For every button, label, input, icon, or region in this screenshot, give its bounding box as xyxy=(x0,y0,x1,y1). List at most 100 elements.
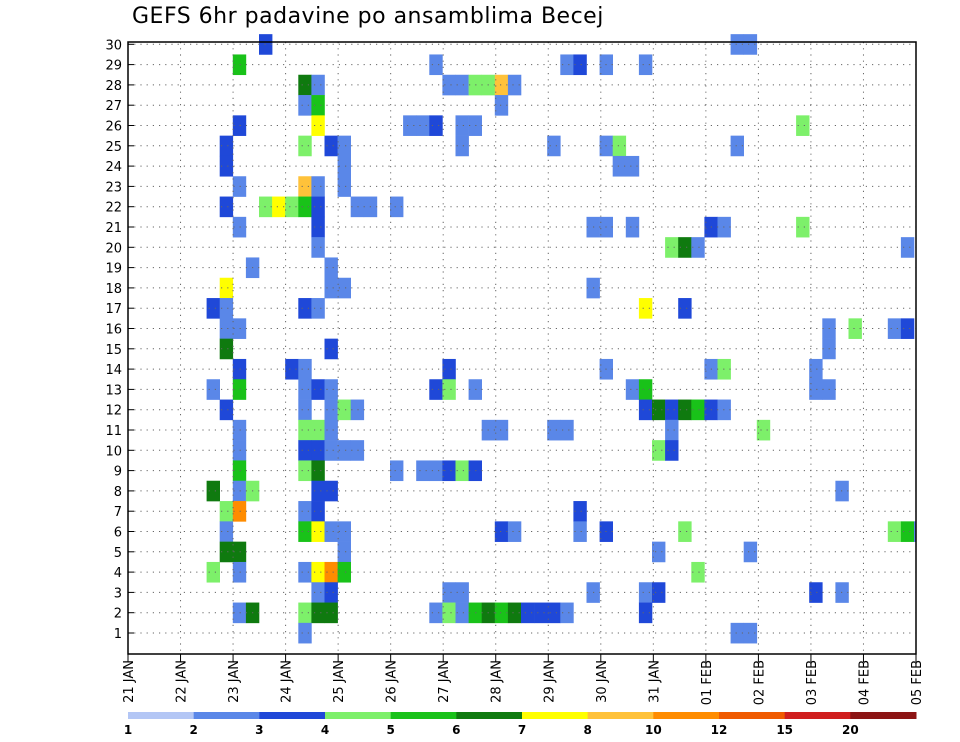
precip-cell xyxy=(206,298,220,319)
legend-label: 3 xyxy=(255,723,263,737)
precip-cell xyxy=(429,602,443,624)
precip-cell xyxy=(311,419,325,441)
precip-cell xyxy=(638,298,653,319)
legend-label: 5 xyxy=(386,723,394,737)
precip-cell xyxy=(638,399,653,421)
precip-cell xyxy=(298,379,312,400)
precip-cell xyxy=(219,541,234,563)
y-tick-label: 23 xyxy=(105,180,122,195)
precip-cell xyxy=(337,561,351,583)
precip-cell xyxy=(232,115,247,136)
legend-swatch xyxy=(784,712,851,719)
y-tick-label: 3 xyxy=(114,586,122,601)
precip-cell xyxy=(298,74,312,96)
precip-cell xyxy=(298,419,312,441)
legend-label: 4 xyxy=(321,723,329,737)
precip-cell xyxy=(416,460,430,482)
precip-cell xyxy=(324,582,338,603)
precip-cell xyxy=(455,582,469,603)
legend-label: 7 xyxy=(518,723,526,737)
precip-cell xyxy=(665,419,679,441)
precip-cell xyxy=(337,521,351,542)
precip-cell xyxy=(298,460,312,482)
precip-cell xyxy=(756,419,771,441)
precip-cell xyxy=(507,602,522,624)
precip-cell xyxy=(625,379,640,400)
precip-cell xyxy=(625,155,640,177)
precip-cell xyxy=(298,135,312,157)
precip-cell xyxy=(678,521,692,542)
precip-cell xyxy=(652,399,666,421)
color-legend: 1 2 3 4 5 6 7 8 10 12 15 20 xyxy=(124,712,917,737)
y-tick-label: 9 xyxy=(114,465,122,480)
precip-cell xyxy=(311,95,325,116)
precip-cell xyxy=(285,358,299,380)
legend-label: 12 xyxy=(711,723,728,737)
x-tick-label: 24 JAN xyxy=(280,660,295,703)
precip-cell xyxy=(311,602,325,624)
precip-cell xyxy=(298,176,312,197)
precip-cell xyxy=(311,561,325,583)
y-tick-label: 25 xyxy=(105,140,122,155)
precip-cell xyxy=(324,602,338,624)
precip-cell xyxy=(665,237,679,258)
precip-cell xyxy=(455,602,469,624)
precip-cell xyxy=(311,196,325,218)
precip-cell xyxy=(311,480,325,502)
y-tick-label: 6 xyxy=(114,526,122,541)
y-tick-label: 16 xyxy=(105,323,122,338)
y-tick-label: 29 xyxy=(105,59,122,74)
legend-swatch xyxy=(390,712,457,719)
precip-cell xyxy=(796,216,810,238)
precip-cell xyxy=(324,419,338,441)
y-tick-label: 30 xyxy=(105,38,122,53)
precip-cell xyxy=(311,379,325,400)
precip-cell xyxy=(534,602,548,624)
legend-label: 1 xyxy=(124,723,132,737)
precip-cell xyxy=(547,135,561,157)
chart-title: GEFS 6hr padavine po ansamblima Becej xyxy=(132,4,604,29)
x-tick-label: 27 JAN xyxy=(437,660,452,703)
precip-cell xyxy=(560,54,574,76)
precip-cell xyxy=(547,602,561,624)
legend-swatch xyxy=(850,712,917,719)
x-tick-label: 01 FEB xyxy=(700,660,715,705)
precip-cell xyxy=(232,541,247,563)
precip-cell xyxy=(311,115,325,136)
precip-cell xyxy=(442,460,456,482)
legend-label: 8 xyxy=(583,723,591,737)
y-tick-label: 17 xyxy=(105,302,122,317)
precip-cell xyxy=(691,561,705,583)
precip-cell xyxy=(232,54,247,76)
precip-cell xyxy=(219,298,234,319)
precip-cell xyxy=(507,521,522,542)
precip-cell xyxy=(232,176,247,197)
precip-cell xyxy=(638,582,653,603)
precip-cell xyxy=(298,501,312,522)
precip-cell xyxy=(232,379,247,400)
precip-cell xyxy=(390,196,404,218)
precip-cell xyxy=(494,521,509,542)
precip-cell xyxy=(914,521,917,542)
precip-cell xyxy=(678,399,692,421)
precip-cell xyxy=(442,74,456,96)
x-tick-label: 30 JAN xyxy=(595,660,610,703)
legend-swatch xyxy=(259,712,326,719)
precip-cell xyxy=(442,379,456,400)
precip-cell xyxy=(219,277,234,299)
y-tick-label: 10 xyxy=(105,444,122,459)
precip-cell xyxy=(298,298,312,319)
precip-cell xyxy=(887,521,902,542)
precip-cell xyxy=(311,176,325,197)
precip-cell xyxy=(743,34,758,55)
y-tick-label: 18 xyxy=(105,282,122,297)
precip-cell xyxy=(337,135,351,157)
plot-frame xyxy=(127,41,917,655)
x-tick-label: 26 JAN xyxy=(385,660,400,703)
precip-cell xyxy=(337,277,351,299)
y-tick-label: 2 xyxy=(114,607,122,622)
precip-cell xyxy=(809,379,823,400)
precip-cell xyxy=(232,602,247,624)
precip-cell xyxy=(324,379,338,400)
precip-cell xyxy=(494,95,509,116)
